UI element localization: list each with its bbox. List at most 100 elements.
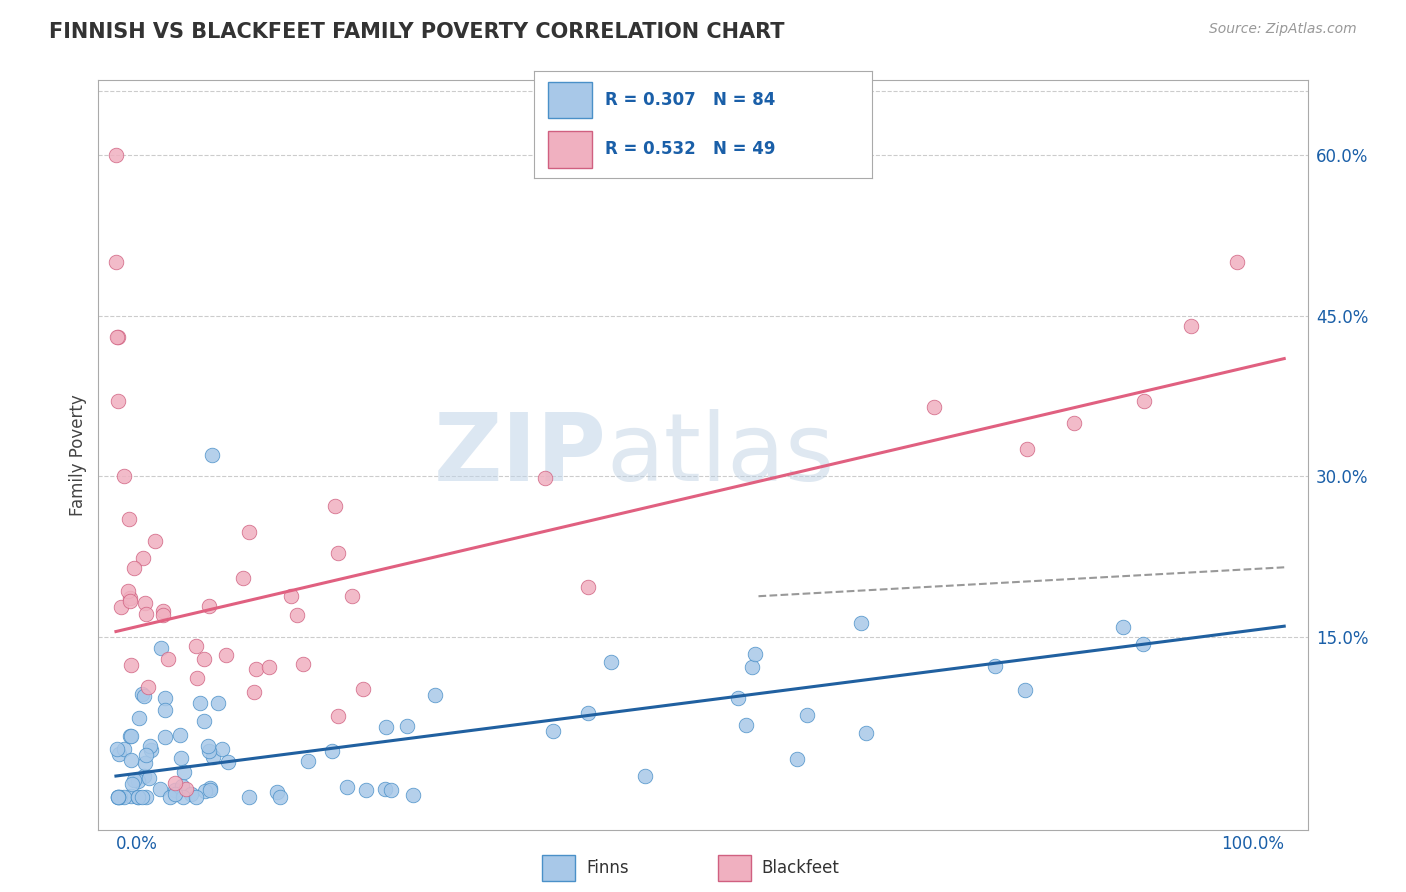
Point xyxy=(323,499,346,513)
Point xyxy=(138,771,160,785)
Point xyxy=(269,790,291,805)
Point xyxy=(201,448,224,462)
Point xyxy=(576,581,599,595)
Point xyxy=(134,689,156,703)
Point xyxy=(165,787,187,801)
Point xyxy=(336,780,359,794)
Point xyxy=(186,671,208,685)
Text: Source: ZipAtlas.com: Source: ZipAtlas.com xyxy=(1209,22,1357,37)
Point xyxy=(184,639,207,653)
Point xyxy=(727,690,749,705)
Point xyxy=(127,790,149,805)
Point xyxy=(1132,637,1154,651)
Point xyxy=(143,533,166,548)
Point xyxy=(922,400,945,414)
Point xyxy=(744,647,766,661)
Point xyxy=(180,788,202,802)
Point xyxy=(135,748,157,763)
Point xyxy=(1014,683,1036,698)
Text: ZIP: ZIP xyxy=(433,409,606,501)
Text: Blackfeet: Blackfeet xyxy=(762,859,839,877)
Point xyxy=(120,729,142,743)
Point xyxy=(169,728,191,742)
Point xyxy=(328,708,350,723)
Point xyxy=(259,659,281,673)
Point xyxy=(117,584,139,599)
Point xyxy=(127,773,149,788)
Point xyxy=(395,719,418,733)
Point xyxy=(855,726,877,740)
Bar xyxy=(543,855,575,880)
Point xyxy=(120,658,142,673)
Point xyxy=(600,656,623,670)
Point xyxy=(110,599,132,614)
Point xyxy=(217,756,239,770)
Point xyxy=(105,255,128,269)
Bar xyxy=(548,131,592,168)
Point xyxy=(198,599,221,613)
Point xyxy=(188,696,211,710)
Point xyxy=(104,148,127,162)
Point xyxy=(172,790,194,805)
Point xyxy=(340,589,363,603)
Point xyxy=(128,711,150,725)
Point xyxy=(402,789,425,803)
Point xyxy=(120,789,142,804)
Text: 100.0%: 100.0% xyxy=(1222,835,1284,853)
Point xyxy=(321,744,343,758)
Point xyxy=(634,769,657,783)
Point xyxy=(245,662,267,676)
Point xyxy=(194,784,217,798)
Point xyxy=(107,330,129,344)
Point xyxy=(186,790,208,805)
Point xyxy=(1133,394,1156,409)
Point xyxy=(107,790,129,805)
Point xyxy=(197,744,219,758)
Point xyxy=(131,790,153,805)
Text: R = 0.532   N = 49: R = 0.532 N = 49 xyxy=(605,141,776,159)
Point xyxy=(121,777,143,791)
Point xyxy=(173,764,195,779)
Text: 0.0%: 0.0% xyxy=(115,835,157,853)
Text: FINNISH VS BLACKFEET FAMILY POVERTY CORRELATION CHART: FINNISH VS BLACKFEET FAMILY POVERTY CORR… xyxy=(49,22,785,42)
Point xyxy=(423,688,446,702)
Point xyxy=(112,742,135,756)
Point xyxy=(238,524,260,539)
Point xyxy=(152,604,174,618)
Point xyxy=(285,607,308,622)
Point xyxy=(139,739,162,754)
Point xyxy=(122,773,145,788)
Point xyxy=(1112,620,1135,634)
Point xyxy=(232,571,254,585)
Point xyxy=(132,551,155,566)
Point xyxy=(1017,442,1039,456)
Point xyxy=(159,790,181,805)
Text: Finns: Finns xyxy=(586,859,628,877)
Point xyxy=(112,790,135,805)
Point xyxy=(851,615,873,630)
Point xyxy=(197,739,219,754)
Point xyxy=(107,790,129,805)
Point xyxy=(105,741,128,756)
Point xyxy=(238,790,260,805)
Point xyxy=(139,743,162,757)
Point xyxy=(326,546,349,560)
Point xyxy=(1063,416,1085,430)
Point xyxy=(201,750,224,764)
Point xyxy=(150,640,173,655)
Point xyxy=(120,591,142,605)
Point xyxy=(374,781,396,796)
Point xyxy=(734,717,756,731)
Point xyxy=(534,471,557,485)
Point xyxy=(152,607,174,622)
Point xyxy=(352,681,374,696)
Point xyxy=(134,756,156,770)
Point xyxy=(117,512,139,526)
Point xyxy=(120,729,142,743)
Point xyxy=(1226,255,1249,269)
Point xyxy=(170,750,193,764)
Point xyxy=(112,469,135,483)
Point xyxy=(380,783,402,797)
Point xyxy=(215,648,238,663)
Point xyxy=(576,706,599,720)
